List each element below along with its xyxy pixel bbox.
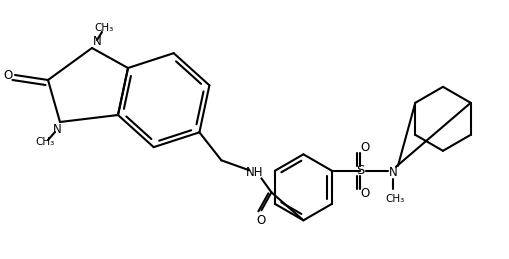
Text: CH₃: CH₃ — [385, 194, 405, 204]
Text: N: N — [93, 34, 101, 47]
Text: O: O — [360, 141, 370, 154]
Text: O: O — [360, 187, 370, 200]
Text: NH: NH — [246, 166, 263, 179]
Text: N: N — [388, 166, 398, 179]
Text: CH₃: CH₃ — [35, 137, 54, 147]
Text: N: N — [52, 123, 62, 135]
Text: CH₃: CH₃ — [94, 23, 114, 33]
Text: O: O — [257, 214, 266, 227]
Text: O: O — [4, 68, 13, 82]
Text: S: S — [356, 164, 364, 177]
